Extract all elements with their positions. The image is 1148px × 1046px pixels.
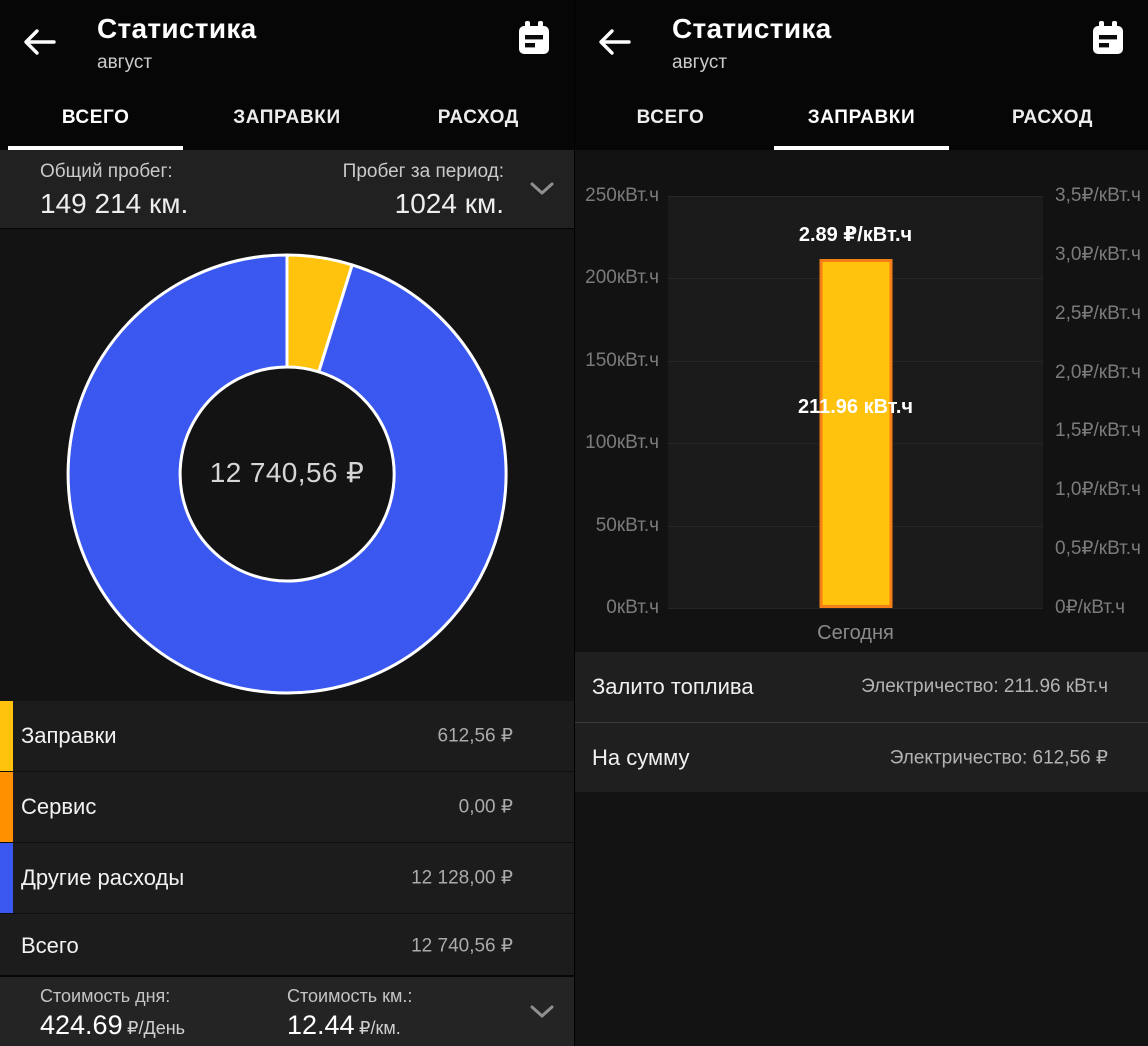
fuel-cost-label: На сумму <box>592 744 690 770</box>
period-mileage-label: Пробег за период: <box>342 161 504 182</box>
axis-tick: 0,5₽/кВт.ч <box>1055 538 1141 560</box>
fuel-added-label: Залито топлива <box>592 674 754 699</box>
tab-refuels[interactable]: ЗАПРАВКИ <box>233 107 341 128</box>
chevron-down-icon[interactable] <box>528 1003 556 1021</box>
total-mileage-value: 149 214 км. <box>40 188 189 219</box>
cost-per-day-unit: ₽/День <box>127 1018 186 1038</box>
gridline <box>668 196 1043 197</box>
legend-color-refuels <box>0 701 13 771</box>
cost-per-km-value: 12.44 <box>287 1010 355 1040</box>
axis-tick: 200кВт.ч <box>585 267 659 289</box>
bar-price-label: 2.89 ₽/кВт.ч <box>798 223 913 246</box>
stats-screen-refuels: Статистика август ВСЕГО ЗАПРАВКИ РАСХОД … <box>574 0 1148 1046</box>
period-mileage-block: Пробег за период: 1024 км. <box>343 161 504 228</box>
fuel-cost-value: Электричество: 612,56 ₽ <box>889 747 1108 768</box>
tab-consumption[interactable]: РАСХОД <box>1011 107 1094 128</box>
tab-bar: ВСЕГО ЗАПРАВКИ РАСХОД <box>575 86 1148 150</box>
mileage-expander-row[interactable]: Общий пробег: 149 214 км. Пробег за пери… <box>0 150 574 229</box>
period-subtitle: август <box>97 52 153 73</box>
legend-row-service: Сервис 0,00 ₽ <box>0 772 574 842</box>
cost-per-km-block: Стоимость км.: 12.44 ₽/км. <box>287 986 412 1041</box>
donut-total-value: 12 740,56 ₽ <box>209 457 365 488</box>
calendar-button[interactable] <box>516 20 552 58</box>
title-block: Статистика август <box>97 13 257 74</box>
refuels-bar-chart: 250кВт.ч 200кВт.ч 150кВт.ч 100кВт.ч 50кВт.ч 0… <box>575 150 1148 652</box>
donut-slice-Другие расходы <box>66 253 508 695</box>
legend-row-other: Другие расходы 12 128,00 ₽ <box>0 843 574 913</box>
back-button[interactable] <box>20 22 60 62</box>
axis-tick: 150кВт.ч <box>585 349 659 371</box>
calendar-icon <box>1093 21 1123 54</box>
cost-per-km-label: Стоимость км.: <box>287 986 413 1006</box>
cost-per-km-unit: ₽/км. <box>359 1018 401 1038</box>
fuel-bar <box>819 258 892 608</box>
axis-tick: 100кВт.ч <box>585 432 659 454</box>
legend-color-other <box>0 843 13 913</box>
fuel-added-value: Электричество: 211.96 кВт.ч <box>861 676 1108 697</box>
axis-tick: 1,5₽/кВт.ч <box>1055 420 1141 442</box>
legend-label: Заправки <box>21 723 117 748</box>
axis-tick: 250кВт.ч <box>585 185 659 206</box>
total-label: Всего <box>21 933 79 958</box>
cost-per-day-value: 424.69 <box>40 1010 123 1040</box>
tab-consumption[interactable]: РАСХОД <box>437 107 519 128</box>
tab-refuels[interactable]: ЗАПРАВКИ <box>766 86 957 150</box>
axis-tick: 2,5₽/кВт.ч <box>1055 302 1141 324</box>
title-block: Статистика август <box>672 13 832 74</box>
axis-tick: 0кВт.ч <box>606 596 659 618</box>
legend-color-service <box>0 772 13 842</box>
total-value: 12 740,56 ₽ <box>411 935 513 957</box>
cost-per-day-label: Стоимость дня: <box>40 986 171 1006</box>
cost-stats-expander-row[interactable]: Стоимость дня: 424.69 ₽/День Стоимость к… <box>0 975 574 1046</box>
app-header: Статистика август <box>575 0 1148 86</box>
back-arrow-icon <box>599 29 631 55</box>
stats-screen-total: Статистика август ВСЕГО ЗАПРАВКИ РАСХОД … <box>0 0 574 1046</box>
plot-area: 2.89 ₽/кВт.ч 211.96 кВт.ч <box>668 196 1043 609</box>
cost-per-day-block: Стоимость дня: 424.69 ₽/День <box>40 986 185 1041</box>
page-title: Статистика <box>97 13 257 44</box>
donut-svg <box>66 253 508 695</box>
legend-label: Сервис <box>21 794 97 819</box>
period-mileage-value: 1024 км. <box>394 188 504 219</box>
left-axis-kwh: 250кВт.ч 200кВт.ч 150кВт.ч 100кВт.ч 50кВт.ч 0… <box>575 184 659 620</box>
legend-value: 612,56 ₽ <box>437 725 513 747</box>
tab-bar: ВСЕГО ЗАПРАВКИ РАСХОД <box>0 86 574 150</box>
back-button[interactable] <box>595 22 635 62</box>
fuel-cost-row: На сумму Электричество: 612,56 ₽ <box>575 722 1148 792</box>
x-axis-category-label: Сегодня <box>817 622 894 644</box>
expenses-legend: Заправки 612,56 ₽ Сервис 0,00 ₽ Другие р… <box>0 701 574 978</box>
page-title: Статистика <box>672 13 832 44</box>
legend-label: Другие расходы <box>21 865 185 890</box>
legend-row-refuels: Заправки 612,56 ₽ <box>0 701 574 771</box>
axis-tick: 3,0₽/кВт.ч <box>1055 243 1141 265</box>
legend-row-total: Всего 12 740,56 ₽ <box>0 914 574 978</box>
axis-tick: 2,0₽/кВт.ч <box>1055 361 1141 383</box>
legend-value: 0,00 ₽ <box>458 796 513 818</box>
axis-tick: 50кВт.ч <box>595 514 659 536</box>
axis-tick: 3,5₽/кВт.ч <box>1055 185 1141 206</box>
refuel-summary-card: Залито топлива Электричество: 211.96 кВт… <box>575 652 1148 792</box>
period-subtitle: август <box>672 52 728 73</box>
chevron-down-icon[interactable] <box>528 180 556 198</box>
axis-tick: 0₽/кВт.ч <box>1055 596 1126 618</box>
calendar-button[interactable] <box>1090 20 1126 58</box>
calendar-icon <box>519 21 549 54</box>
app-header: Статистика август <box>0 0 574 86</box>
tab-total[interactable]: ВСЕГО <box>636 107 705 128</box>
legend-value: 12 128,00 ₽ <box>411 867 513 889</box>
axis-tick: 1,0₽/кВт.ч <box>1055 479 1141 501</box>
right-axis-price: 3,5₽/кВт.ч 3,0₽/кВт.ч 2,5₽/кВт.ч 2,0₽/кВт.ч… <box>1055 184 1148 620</box>
expenses-donut-chart: 12 740,56 ₽ <box>0 229 574 701</box>
back-arrow-icon <box>24 29 56 55</box>
total-mileage-block: Общий пробег: 149 214 км. <box>40 161 188 228</box>
bar-value-label: 211.96 кВт.ч <box>797 396 914 419</box>
gridline <box>668 608 1043 609</box>
fuel-added-row: Залито топлива Электричество: 211.96 кВт… <box>575 652 1148 722</box>
total-mileage-label: Общий пробег: <box>40 161 173 182</box>
tab-total[interactable]: ВСЕГО <box>0 86 191 150</box>
